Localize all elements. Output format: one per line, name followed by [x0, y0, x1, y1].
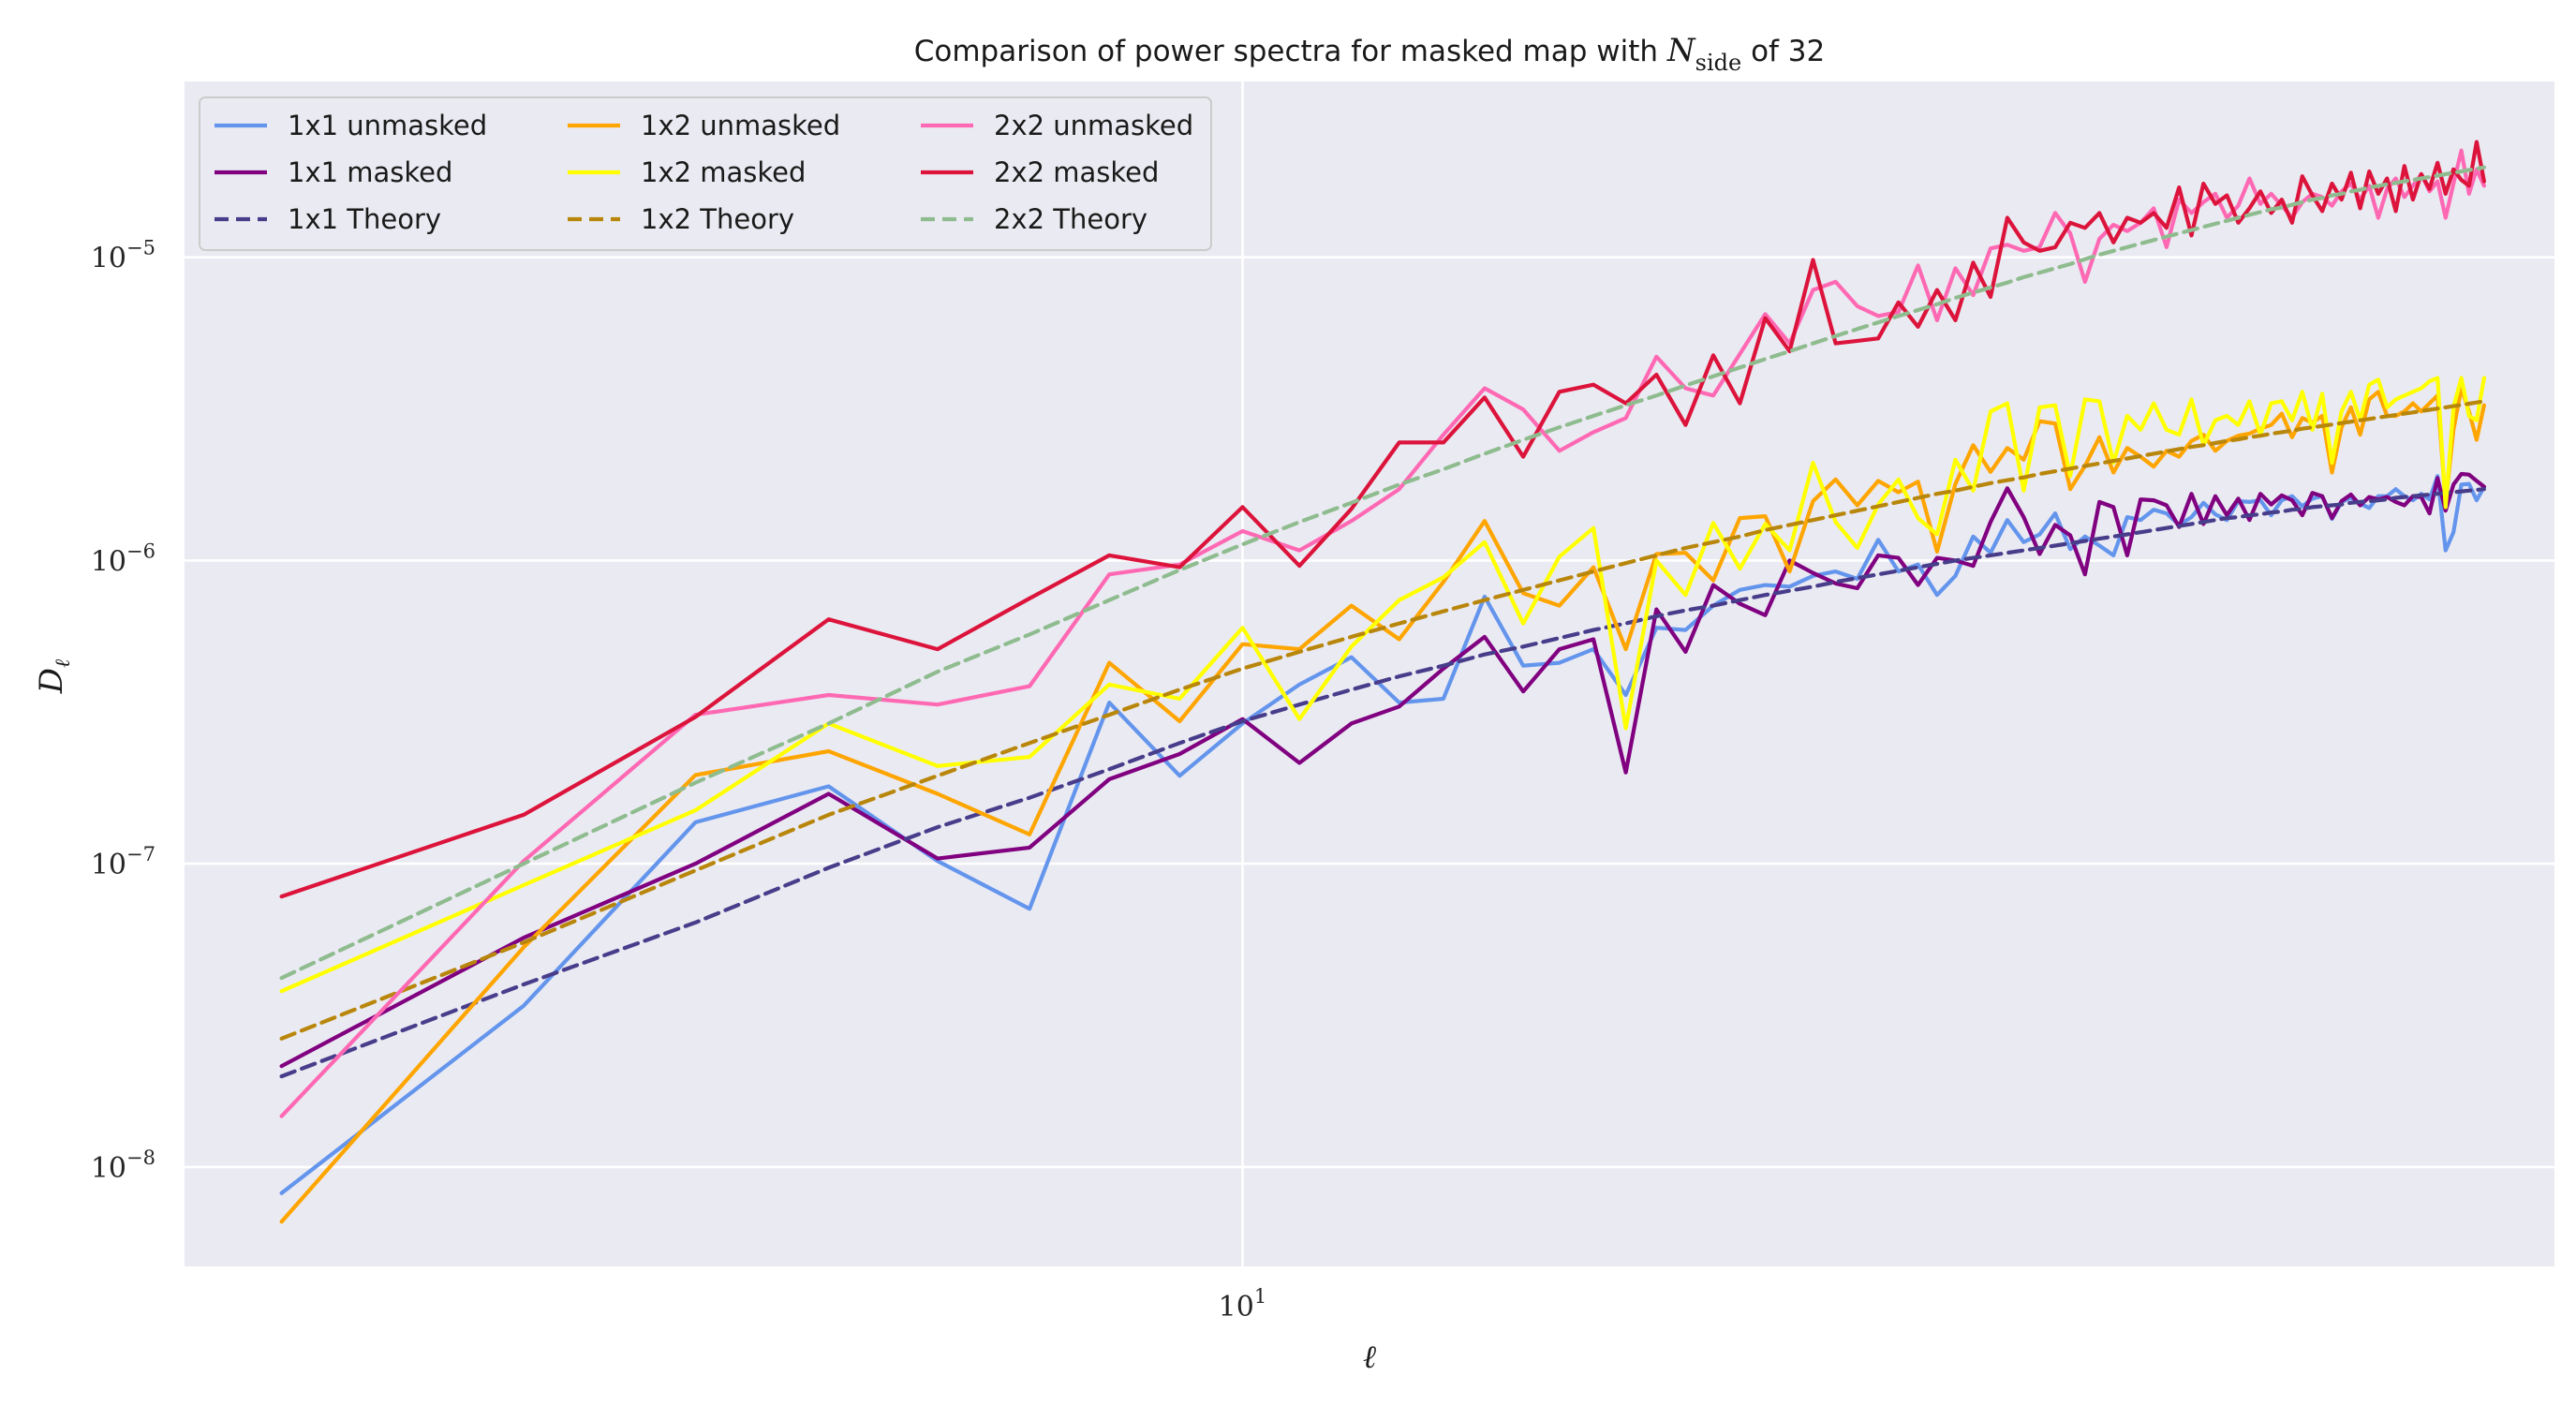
series-line-1x2-masked: [279, 376, 2486, 994]
y-tick-label-3-base: 10: [91, 243, 126, 275]
series-line-2x2-unmasked: [279, 148, 2486, 1118]
legend-label-1x2-masked: 1x2 masked: [641, 156, 806, 188]
y-tick-label-1-base: 10: [91, 849, 126, 881]
series-line-1x1-theory: [279, 487, 2486, 1079]
y-tick-label-0-base: 10: [91, 1152, 126, 1185]
legend-label-1x2-unmasked: 1x2 unmasked: [641, 110, 840, 141]
y-axis-label-symbol: D: [33, 668, 70, 694]
legend-label-1x1-theory: 1x1 Theory: [288, 203, 441, 235]
svg-text:Dℓ: Dℓ: [33, 658, 75, 694]
y-axis-label-subscript: ℓ: [52, 658, 75, 668]
y-tick-label-1: 10−7: [91, 843, 155, 881]
series-line-2x2-masked: [279, 140, 2486, 899]
chart-title: Comparison of power spectra for masked m…: [914, 32, 1826, 76]
legend-label-1x1-masked: 1x1 masked: [288, 156, 452, 188]
legend-label-2x2-theory: 2x2 Theory: [994, 203, 1147, 235]
y-tick-label-2-base: 10: [91, 545, 126, 578]
series-line-1x1-unmasked: [279, 474, 2486, 1195]
series-line-2x2-theory: [279, 165, 2486, 981]
series-line-1x2-theory: [279, 399, 2486, 1041]
chart-title-prefix: Comparison of power spectra for masked m…: [914, 35, 1667, 68]
legend-label-1x1-unmasked: 1x1 unmasked: [288, 110, 487, 141]
chart-title-suffix: of 32: [1741, 35, 1825, 68]
series-lines: [279, 140, 2486, 1224]
y-tick-label-2: 10−6: [91, 540, 155, 578]
x-tick-label-0-exponent: 1: [1254, 1285, 1266, 1308]
x-tick-label-0: 101: [1219, 1285, 1267, 1324]
x-tick-label-0-base: 10: [1219, 1291, 1254, 1324]
y-tick-label-0: 10−8: [91, 1146, 155, 1185]
y-tick-label-3-exponent: −5: [126, 237, 155, 259]
y-tick-label-0-exponent: −8: [126, 1146, 155, 1169]
chart-title-math-symbol: N: [1666, 32, 1696, 69]
legend-label-2x2-unmasked: 2x2 unmasked: [994, 110, 1193, 141]
chart-title-math-subscript: side: [1695, 50, 1742, 76]
legend-frame: [199, 96, 1212, 251]
legend-label-2x2-masked: 2x2 masked: [994, 156, 1159, 188]
y-tick-label-1-exponent: −7: [126, 843, 155, 865]
svg-text:Comparison of power spectra fo: Comparison of power spectra for masked m…: [914, 32, 1826, 76]
y-axis-label: Dℓ: [33, 658, 75, 694]
legend-label-1x2-theory: 1x2 Theory: [641, 203, 794, 235]
chart-legend: 1x1 unmasked 1x1 masked 1x1 Theory 1x2 unma…: [199, 96, 1212, 251]
grid-lines: [185, 81, 2554, 1266]
x-axis-label: ℓ: [1363, 1338, 1376, 1376]
y-tick-label-3: 10−5: [91, 237, 155, 275]
y-tick-label-2-exponent: −6: [126, 540, 155, 562]
